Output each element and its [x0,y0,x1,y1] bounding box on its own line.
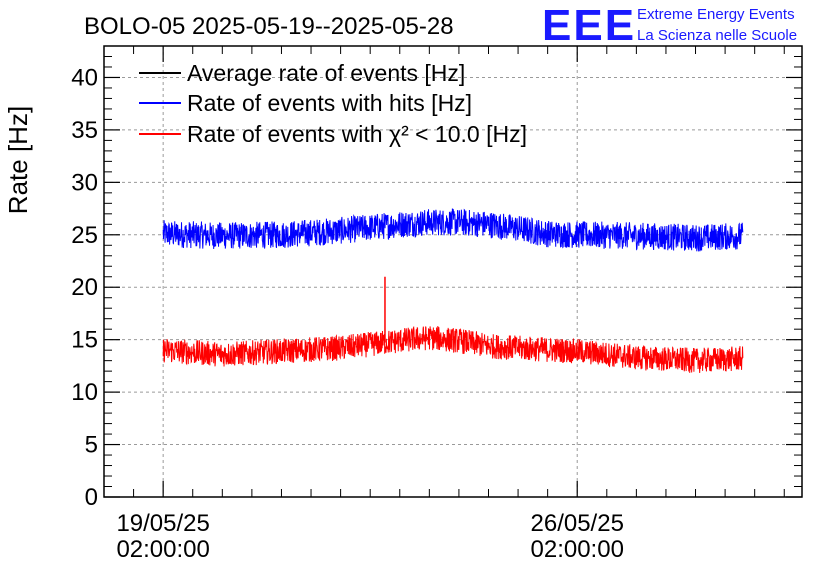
axis-ticks [104,45,802,498]
series-layer [162,208,744,373]
y-tick-label: 30 [71,169,98,196]
y-tick-label: 40 [71,64,98,91]
y-axis-label: Rate [Hz] [3,106,33,214]
y-tick-label: 25 [71,222,98,249]
x-tick-label-date: 26/05/25 [531,510,624,537]
series-line-2 [162,325,744,373]
chart-title: BOLO-05 2025-05-19--2025-05-28 [84,13,454,40]
eee-logo-mark: EEE [542,1,636,50]
y-tick-label: 35 [71,117,98,144]
x-tick-label-date: 19/05/25 [116,510,209,537]
series-line-1 [162,208,744,252]
x-tick-label-time: 02:00:00 [531,536,624,563]
eee-logo-line2: La Scienza nelle Scuole [637,27,797,44]
legend: Average rate of events [Hz] Rate of event… [139,60,527,147]
y-tick-labels: 0 5 10 15 20 25 30 35 40 [71,64,98,511]
x-tick-label-time: 02:00:00 [116,536,209,563]
legend-label-1: Rate of events with hits [Hz] [187,90,472,116]
legend-label-0: Average rate of events [Hz] [187,60,465,86]
eee-logo-line1: Extreme Energy Events [637,6,795,23]
y-tick-label: 0 [85,484,98,511]
eee-logo: EEE Extreme Energy Events La Scienza nel… [542,1,797,50]
legend-label-2: Rate of events with χ² < 10.0 [Hz] [187,121,527,147]
y-tick-label: 10 [71,379,98,406]
plot-frame [103,45,803,498]
y-tick-label: 15 [71,327,98,354]
y-tick-label: 20 [71,274,98,301]
y-tick-label: 5 [85,432,98,459]
